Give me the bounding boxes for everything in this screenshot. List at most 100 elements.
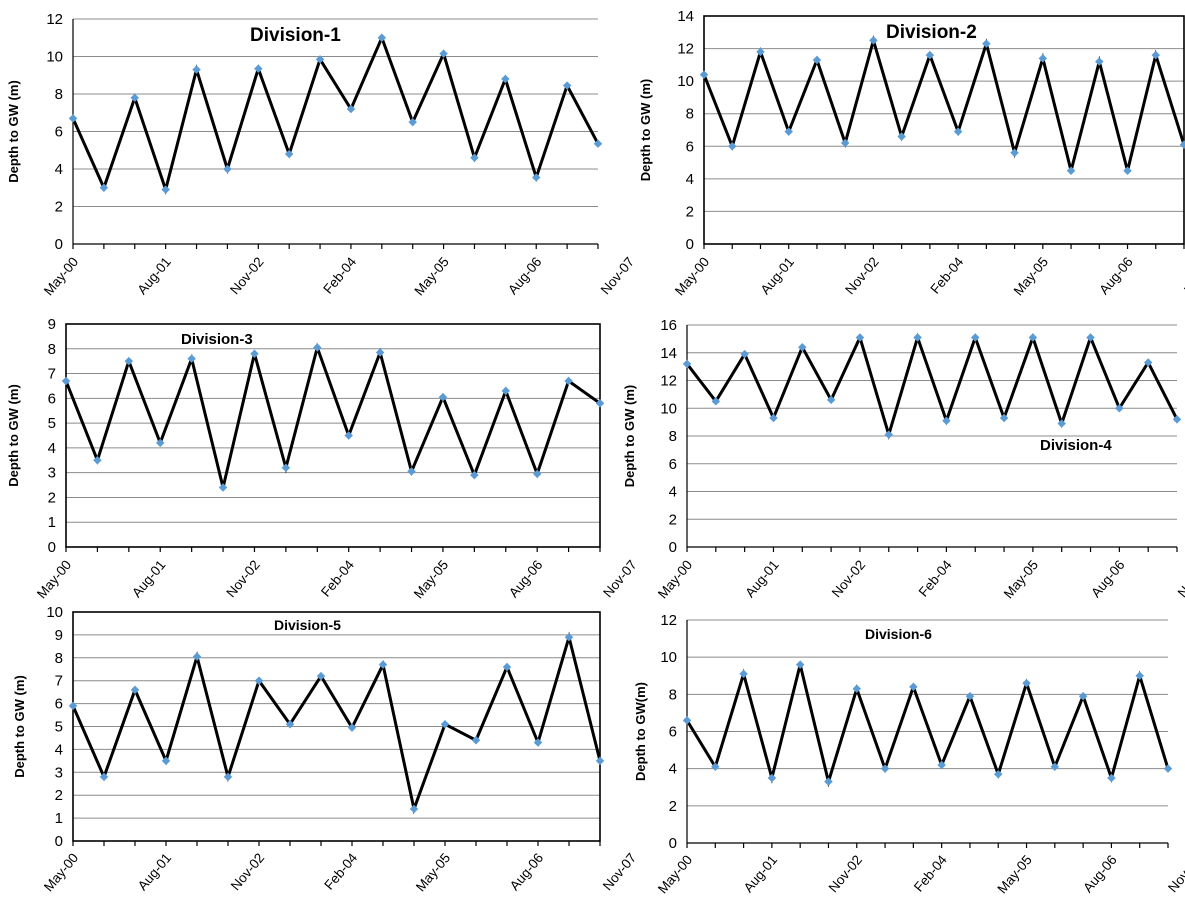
x-tick-label: Aug-06	[506, 557, 545, 600]
y-tick-label: 10	[46, 604, 63, 621]
data-point	[155, 438, 165, 448]
data-point	[711, 397, 721, 406]
x-tick-label: Aug-06	[1080, 852, 1119, 895]
x-tick-label: Aug-06	[507, 850, 546, 893]
data-point	[407, 467, 416, 476]
y-tick-label: 4	[669, 484, 677, 501]
x-tick-label: May-00	[41, 254, 81, 298]
x-tick-label: Nov-02	[223, 557, 262, 600]
x-tick-label: May-05	[1001, 557, 1041, 601]
data-point	[739, 669, 748, 679]
data-point	[470, 470, 479, 480]
y-tick-label: 10	[46, 49, 63, 66]
y-tick-label: 12	[660, 612, 677, 629]
data-point	[313, 343, 322, 352]
data-point	[942, 416, 951, 425]
x-tick-label: Nov-02	[826, 852, 865, 895]
data-point	[68, 701, 78, 711]
chart-division-3: 0 1 2 3 4 5 6 7 8 9 May-00 Aug-01 Nov-02 Feb-04 May-05…	[6, 316, 640, 601]
data-point	[438, 392, 448, 402]
data-point	[440, 719, 450, 729]
data-point	[531, 173, 541, 182]
y-tick-label: 4	[55, 741, 63, 758]
x-tick-label: May-00	[41, 850, 81, 894]
chart-title: Division-4	[1040, 437, 1112, 454]
data-point	[533, 738, 543, 747]
x-tick-label: Feb-04	[318, 557, 357, 600]
data-point	[795, 660, 805, 669]
data-point	[1123, 166, 1132, 175]
data-point	[377, 33, 387, 42]
data-point	[378, 660, 388, 669]
x-tick-label: Nov-07	[600, 850, 639, 893]
y-tick-label: 12	[677, 41, 694, 58]
chart-title: Division-2	[886, 22, 977, 43]
y-axis-label: Depth to GW (m)	[622, 385, 637, 488]
x-tick-label: Aug-01	[742, 557, 781, 600]
x-tick-label: Aug-06	[505, 254, 544, 297]
data-point	[682, 716, 692, 725]
series-line	[64, 342, 601, 488]
x-tick-label: May-05	[411, 557, 451, 601]
data-point	[61, 376, 71, 386]
data-point	[187, 354, 196, 363]
data-point	[409, 804, 419, 814]
data-point	[925, 50, 935, 60]
data-point	[727, 142, 737, 151]
data-point	[711, 762, 720, 772]
plot-frame	[65, 323, 601, 548]
data-point	[913, 333, 922, 342]
data-point	[223, 772, 233, 782]
data-point	[99, 183, 109, 192]
chart-title: Division-3	[181, 331, 253, 348]
data-point	[869, 36, 878, 45]
data-point	[254, 64, 263, 73]
x-tick-label: May-05	[413, 850, 453, 894]
data-point	[1115, 404, 1124, 413]
data-point	[999, 413, 1009, 423]
data-point	[993, 769, 1003, 779]
plot-frame	[72, 611, 601, 842]
y-tick-label: 7	[55, 673, 63, 690]
chart-division-1: 0 2 4 6 8 10 12 May-00 Aug-01 Nov-02 Feb-04 May-05 A…	[6, 11, 637, 298]
data-point	[1050, 762, 1060, 772]
y-tick-label: 2	[48, 489, 56, 506]
y-tick-label: 12	[660, 373, 677, 390]
data-point	[501, 74, 510, 84]
y-tick-label: 4	[669, 761, 677, 778]
y-tick-label: 4	[48, 440, 56, 457]
data-point	[93, 456, 102, 465]
data-point	[1022, 678, 1031, 688]
y-tick-label: 10	[660, 649, 677, 666]
data-point	[595, 399, 605, 408]
chart-division-4: 0 2 4 6 8 10 12 14 16 May-00 Aug-01 Nov-02 Feb-04 May…	[622, 317, 1185, 601]
x-tick-label: Nov-07	[598, 254, 637, 297]
y-tick-label: 1	[48, 514, 56, 531]
y-tick-label: 6	[55, 696, 63, 713]
y-tick-label: 16	[660, 317, 677, 334]
y-tick-label: 4	[686, 171, 694, 188]
y-tick-label: 0	[55, 236, 63, 253]
data-point	[826, 395, 836, 405]
data-point	[769, 413, 778, 423]
data-point	[682, 359, 692, 369]
data-point	[784, 127, 793, 136]
chart-division-6: 0 2 4 6 8 10 12 May-00 Aug-01 Nov-02 Feb-04 May-05 A…	[633, 612, 1185, 896]
y-tick-label: 4	[55, 161, 63, 178]
data-point	[1086, 333, 1095, 342]
x-tick-label: Feb-04	[911, 852, 950, 895]
data-point	[1078, 691, 1088, 701]
y-tick-label: 9	[48, 316, 56, 333]
data-point	[375, 348, 385, 357]
data-point	[346, 104, 356, 114]
x-tick-label: Aug-01	[129, 557, 168, 600]
series-line	[71, 33, 600, 195]
y-tick-label: 6	[669, 724, 677, 741]
x-tick-label: Feb-04	[927, 254, 966, 297]
y-tick-label: 5	[48, 415, 56, 432]
data-point	[965, 691, 975, 701]
data-point	[316, 671, 326, 681]
data-point	[281, 463, 291, 472]
data-point	[767, 773, 777, 783]
